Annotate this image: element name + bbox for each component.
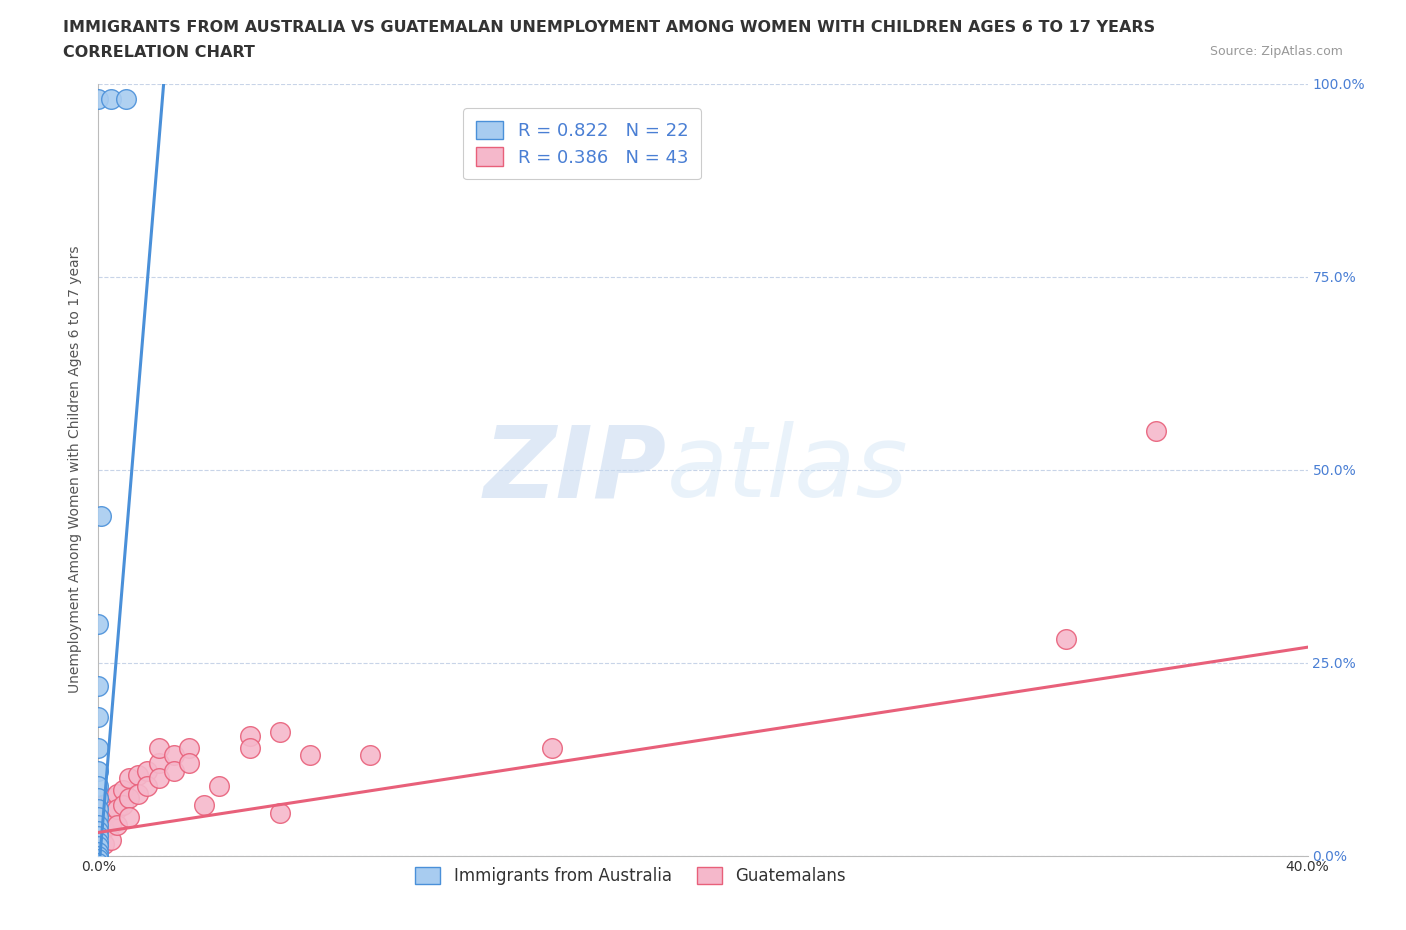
Point — [208, 778, 231, 793]
Point — [105, 802, 128, 817]
Point — [239, 740, 262, 755]
Point — [87, 805, 110, 820]
Legend: Immigrants from Australia, Guatemalans: Immigrants from Australia, Guatemalans — [406, 858, 853, 894]
Point — [87, 617, 110, 631]
Text: Source: ZipAtlas.com: Source: ZipAtlas.com — [1209, 45, 1343, 58]
Point — [269, 805, 291, 820]
Point — [87, 841, 110, 856]
Point — [135, 778, 157, 793]
Point — [148, 755, 170, 770]
Point — [93, 821, 115, 836]
Text: CORRELATION CHART: CORRELATION CHART — [63, 45, 254, 60]
Point — [87, 809, 110, 825]
Point — [87, 844, 110, 859]
Point — [87, 790, 110, 805]
Text: ZIP: ZIP — [484, 421, 666, 518]
Point — [87, 852, 110, 867]
Point — [111, 798, 134, 813]
Point — [93, 837, 115, 852]
Point — [87, 829, 110, 844]
Point — [148, 740, 170, 755]
Point — [87, 829, 110, 844]
Point — [87, 740, 110, 755]
Point — [118, 771, 141, 786]
Point — [179, 740, 201, 755]
Point — [100, 790, 122, 805]
Point — [100, 92, 122, 107]
Point — [87, 92, 110, 107]
Point — [118, 809, 141, 825]
Point — [100, 804, 122, 818]
Point — [90, 509, 112, 524]
Point — [114, 92, 136, 107]
Text: atlas: atlas — [666, 421, 908, 518]
Point — [93, 798, 115, 813]
Point — [87, 852, 110, 867]
Point — [100, 817, 122, 832]
Point — [87, 848, 110, 863]
Y-axis label: Unemployment Among Women with Children Ages 6 to 17 years: Unemployment Among Women with Children A… — [69, 246, 83, 694]
Point — [105, 787, 128, 802]
Point — [87, 823, 110, 838]
Point — [87, 778, 110, 793]
Text: IMMIGRANTS FROM AUSTRALIA VS GUATEMALAN UNEMPLOYMENT AMONG WOMEN WITH CHILDREN A: IMMIGRANTS FROM AUSTRALIA VS GUATEMALAN … — [63, 20, 1156, 35]
Point — [540, 740, 562, 755]
Point — [87, 856, 110, 870]
Point — [105, 817, 128, 832]
Point — [299, 748, 322, 763]
Point — [269, 724, 291, 739]
Point — [127, 767, 149, 782]
Point — [87, 839, 110, 854]
Point — [100, 832, 122, 847]
Point — [127, 787, 149, 802]
Point — [163, 764, 186, 778]
Point — [87, 817, 110, 832]
Point — [87, 802, 110, 817]
Point — [1054, 632, 1077, 647]
Point — [193, 798, 215, 813]
Point — [87, 678, 110, 693]
Point — [163, 748, 186, 763]
Point — [1144, 424, 1167, 439]
Point — [87, 710, 110, 724]
Point — [118, 790, 141, 805]
Point — [148, 771, 170, 786]
Point — [135, 764, 157, 778]
Point — [239, 728, 262, 743]
Point — [360, 748, 382, 763]
Point — [87, 834, 110, 849]
Point — [87, 817, 110, 832]
Point — [93, 809, 115, 825]
Point — [179, 755, 201, 770]
Point — [87, 764, 110, 778]
Point — [111, 782, 134, 797]
